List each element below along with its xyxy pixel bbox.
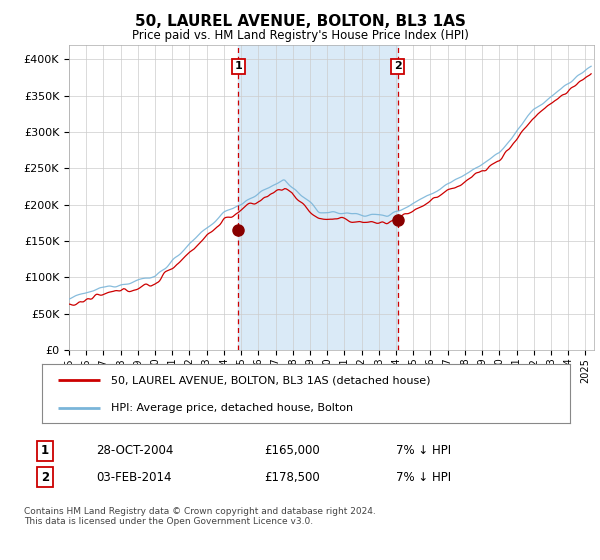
Text: HPI: Average price, detached house, Bolton: HPI: Average price, detached house, Bolt… [110,403,353,413]
Text: Price paid vs. HM Land Registry's House Price Index (HPI): Price paid vs. HM Land Registry's House … [131,29,469,42]
Text: 2: 2 [394,62,401,72]
Text: 2: 2 [41,470,49,484]
Text: 50, LAUREL AVENUE, BOLTON, BL3 1AS (detached house): 50, LAUREL AVENUE, BOLTON, BL3 1AS (deta… [110,375,430,385]
Text: 7% ↓ HPI: 7% ↓ HPI [396,444,451,458]
Text: Contains HM Land Registry data © Crown copyright and database right 2024.
This d: Contains HM Land Registry data © Crown c… [24,507,376,526]
Bar [238,45,398,350]
Text: 50, LAUREL AVENUE, BOLTON, BL3 1AS: 50, LAUREL AVENUE, BOLTON, BL3 1AS [134,14,466,29]
Text: £178,500: £178,500 [264,470,320,484]
Text: 1: 1 [41,444,49,458]
Text: 03-FEB-2014: 03-FEB-2014 [96,470,172,484]
Text: 28-OCT-2004: 28-OCT-2004 [96,444,173,458]
Text: 1: 1 [235,62,242,72]
Text: £165,000: £165,000 [264,444,320,458]
Text: 7% ↓ HPI: 7% ↓ HPI [396,470,451,484]
